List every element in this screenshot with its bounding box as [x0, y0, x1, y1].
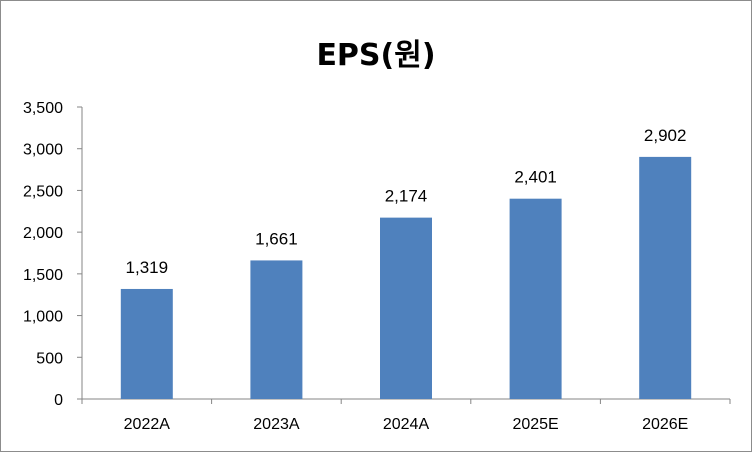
- bar: [509, 198, 562, 399]
- x-tick-label: 2024A: [383, 416, 430, 433]
- chart-title: EPS(원): [316, 38, 436, 73]
- y-tick-label: 1,000: [23, 309, 63, 326]
- x-tick-label: 2025E: [512, 416, 558, 433]
- bar: [120, 288, 173, 399]
- data-label: 2,902: [644, 126, 687, 145]
- data-label: 2,401: [514, 168, 557, 187]
- y-tick-label: 500: [36, 350, 63, 367]
- bar: [639, 156, 692, 399]
- data-label: 2,174: [385, 187, 428, 206]
- x-tick-label: 2022A: [124, 416, 171, 433]
- y-tick-label: 0: [54, 392, 63, 409]
- data-label: 1,319: [126, 258, 169, 277]
- bar: [380, 217, 432, 399]
- x-tick-label: 2026E: [642, 416, 688, 433]
- x-tick-label: 2023A: [253, 416, 300, 433]
- data-label: 1,661: [255, 229, 298, 248]
- y-tick-label: 3,000: [23, 142, 63, 159]
- y-tick-label: 3,500: [23, 100, 63, 117]
- y-tick-label: 2,000: [23, 225, 63, 242]
- y-tick-label: 1,500: [23, 267, 63, 284]
- bar: [250, 260, 303, 399]
- y-tick-label: 2,500: [23, 183, 63, 200]
